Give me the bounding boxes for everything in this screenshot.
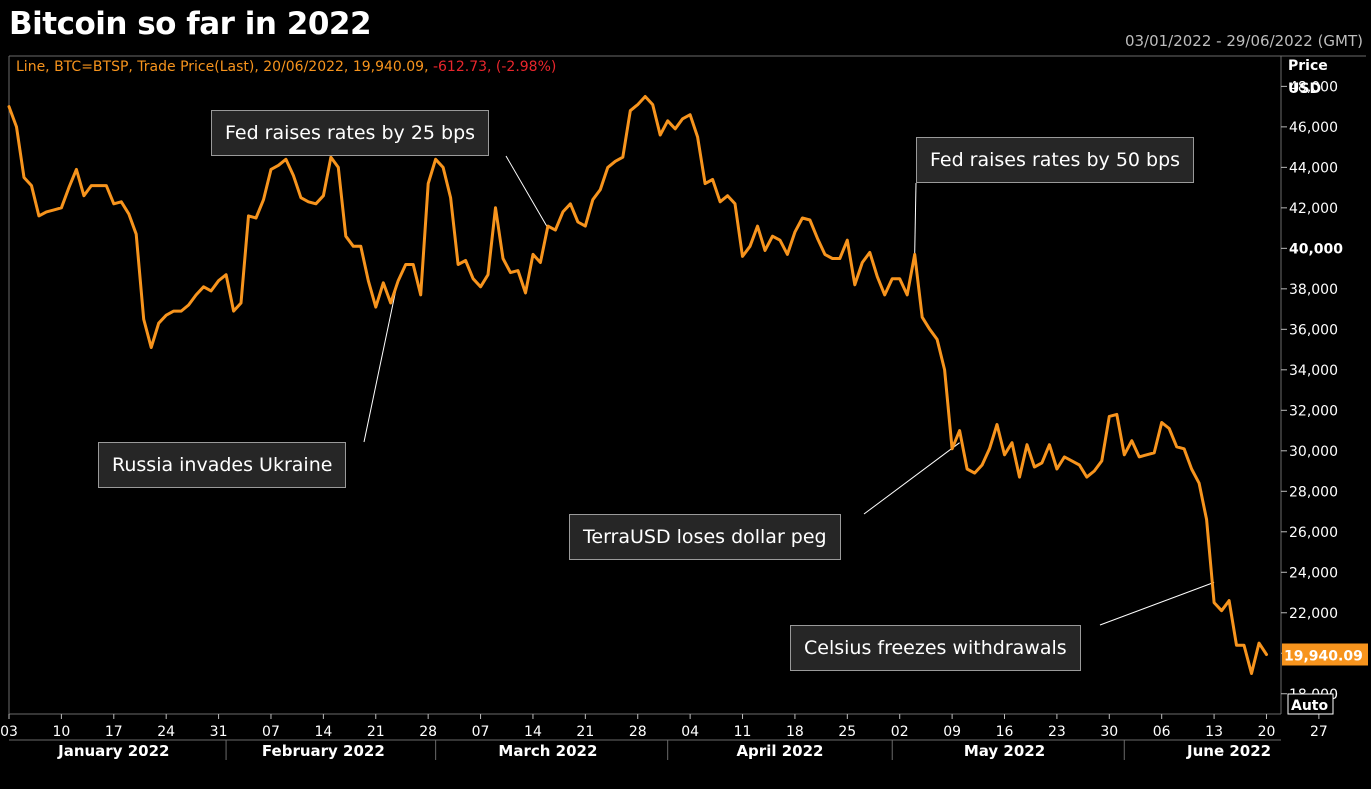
x-tick-label: 24 [157,724,175,740]
annotation-leader [505,155,549,229]
x-tick-label: 17 [105,724,123,740]
y-tick-label: 30,000 [1289,444,1338,460]
x-tick-label: 20 [1258,724,1276,740]
annotation-box: Fed raises rates by 25 bps [211,110,490,156]
x-tick-label: 28 [419,724,437,740]
y-tick-label: 22,000 [1289,606,1338,622]
annotation-box: Fed raises rates by 50 bps [916,137,1195,183]
annotation-leader [363,278,399,443]
annotation-box: Celsius freezes withdrawals [790,625,1081,671]
legend-series-info: Line, BTC=BTSP, Trade Price(Last), 20/06… [16,59,429,75]
x-tick-label: 18 [786,724,804,740]
x-tick-label: 31 [210,724,228,740]
y-tick-label: 36,000 [1289,322,1338,338]
y-tick-label: 46,000 [1289,120,1338,136]
y-tick-label: 26,000 [1289,525,1338,541]
x-tick-label: 16 [996,724,1014,740]
x-tick-label: 11 [734,724,752,740]
x-tick-label: 03 [0,724,18,740]
x-tick-label: 21 [576,724,594,740]
x-tick-label: 23 [1048,724,1066,740]
month-label: February 2022 [262,742,385,760]
y-tick-label: 48,000 [1289,79,1338,95]
x-tick-label: 07 [262,724,280,740]
legend-line: Line, BTC=BTSP, Trade Price(Last), 20/06… [16,59,556,75]
auto-button[interactable]: Auto [1287,693,1334,715]
y-axis-title-usd: USD [1288,81,1321,97]
x-tick-label: 06 [1153,724,1171,740]
y-tick-label: 42,000 [1289,201,1338,217]
last-price-value: 19,940.09 [1284,649,1363,665]
price-series-line [7,95,1268,675]
auto-button-label[interactable]: Auto [1291,698,1328,714]
x-tick-label: 10 [52,724,70,740]
y-axis-title-price: Price [1288,58,1328,74]
annotation-leader [1099,581,1215,626]
x-tick-label: 13 [1205,724,1223,740]
x-tick-label: 28 [629,724,647,740]
date-range: 03/01/2022 - 29/06/2022 (GMT) [1124,32,1363,50]
x-tick-label: 09 [943,724,961,740]
y-tick-label: 28,000 [1289,484,1338,500]
x-tick-label: 27 [1310,724,1328,740]
x-tick-label: 04 [681,724,699,740]
annotation-leader [914,182,917,255]
y-tick-label: 38,000 [1289,282,1338,298]
month-label: April 2022 [736,742,823,760]
x-tick-label: 25 [838,724,856,740]
x-tick-label: 07 [472,724,490,740]
y-tick-label: 34,000 [1289,363,1338,379]
last-price-tag: 19,940.09 [1282,643,1368,666]
x-tick-label: 14 [314,724,332,740]
x-tick-label: 21 [367,724,385,740]
chart-title: Bitcoin so far in 2022 [9,6,372,42]
x-tick-label: 02 [891,724,909,740]
x-tick-label: 14 [524,724,542,740]
y-tick-label: 40,000 [1289,241,1343,257]
month-label: June 2022 [1186,742,1271,760]
y-tick-label: 24,000 [1289,565,1338,581]
chart-frame [8,55,1366,741]
month-label: January 2022 [57,742,169,760]
y-tick-label: 44,000 [1289,160,1338,176]
annotation-box: TerraUSD loses dollar peg [569,514,841,560]
legend-change: -612.73, (-2.98%) [432,59,557,75]
annotation-leader [863,442,960,515]
month-label: March 2022 [498,742,597,760]
month-label: May 2022 [964,742,1045,760]
y-tick-label: 32,000 [1289,403,1338,419]
annotation-box: Russia invades Ukraine [98,442,347,488]
x-tick-label: 30 [1100,724,1118,740]
